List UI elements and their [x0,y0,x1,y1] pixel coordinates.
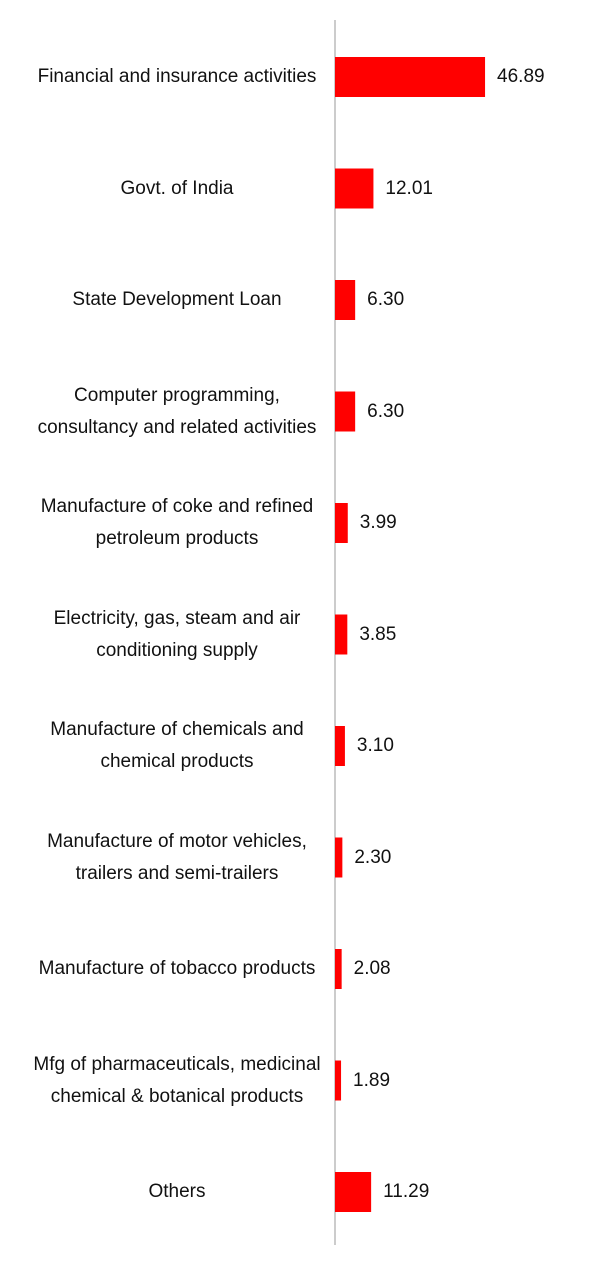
bar [335,57,486,97]
category-label: Electricity, gas, steam and air conditio… [53,607,301,661]
category-label: State Development Loan [72,289,282,310]
value-label: 2.30 [354,846,392,868]
bar [335,837,343,878]
category-label: Manufacture of tobacco products [38,958,316,979]
category-label: Manufacture of motor vehicles, trailers … [47,830,307,884]
bar [335,503,348,543]
value-label: 11.29 [383,1181,430,1202]
bar [335,1060,342,1101]
value-label: 1.89 [353,1069,391,1091]
bar [335,726,345,766]
value-label: 12.01 [385,177,433,199]
category-label: Manufacture of coke and refined petroleu… [40,496,314,549]
value-label: 2.08 [353,958,391,979]
category-label: Financial and insurance activities [37,66,317,87]
bar [335,614,348,655]
value-label: 3.99 [359,512,397,533]
category-label: Mfg of pharmaceuticals, medicinal chemic… [33,1053,321,1107]
bar [335,168,374,209]
value-label: 6.30 [367,400,405,422]
bar [335,949,342,989]
bar [335,1172,372,1212]
category-label: Manufacture of chemicals and chemical pr… [50,719,304,772]
value-label: 3.10 [356,735,394,756]
bar [335,391,356,432]
category-label: Others [148,1181,206,1202]
bar [335,280,356,320]
category-label: Govt. of India [120,177,234,199]
value-label: 46.89 [497,66,545,87]
value-label: 3.85 [359,623,397,645]
value-label: 6.30 [367,289,405,310]
category-label: Computer programming, consultancy and re… [37,384,317,438]
